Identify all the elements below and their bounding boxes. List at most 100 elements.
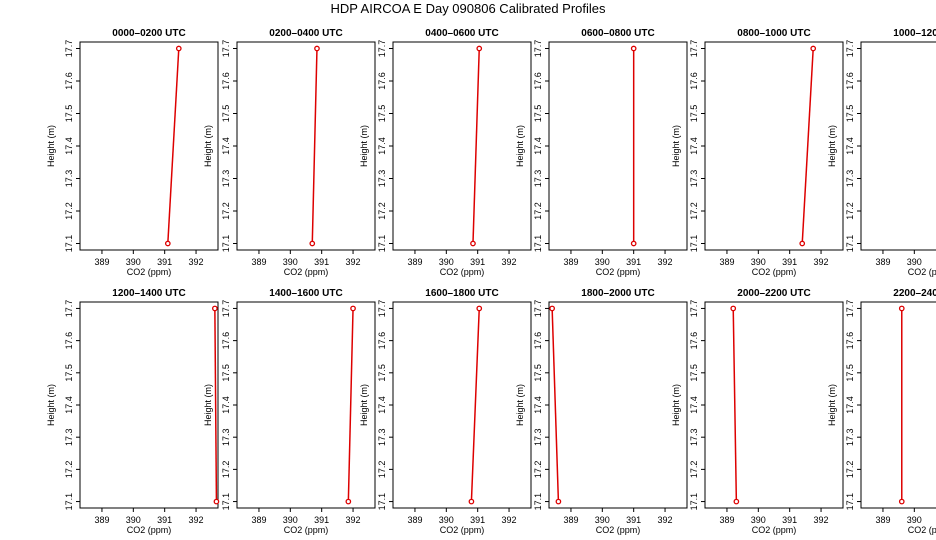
- y-axis-label: Height (m): [671, 125, 681, 167]
- y-tick-label: 17.6: [64, 72, 74, 90]
- y-axis-label: Height (m): [671, 384, 681, 426]
- profile-panel: 1200–1400 UTC 389 390 391 392 17.1 17.2 17.3 17.…: [46, 288, 220, 535]
- profile-line: [311, 48, 318, 244]
- y-tick-label: 17.4: [377, 396, 387, 414]
- y-tick-label: 17.5: [533, 364, 543, 382]
- y-tick-label: 17.5: [377, 364, 387, 382]
- data-point: [799, 240, 806, 247]
- y-tick-label: 17.4: [64, 137, 74, 155]
- y-tick-label: 17.7: [689, 300, 699, 318]
- x-tick-label: 391: [314, 515, 329, 525]
- y-tick-label: 17.6: [845, 332, 855, 350]
- y-tick-label: 17.1: [221, 493, 231, 511]
- x-tick-label: 391: [782, 515, 797, 525]
- data-point: [309, 240, 316, 247]
- x-axis-label: CO2 (ppm): [596, 267, 641, 277]
- profile-panel: 1400–1600 UTC 389 390 391 392 17.1 17.2 17.3 17.…: [203, 288, 376, 535]
- y-tick-label: 17.6: [221, 72, 231, 90]
- y-tick-label: 17.7: [221, 40, 231, 58]
- profile-panel: 1600–1800 UTC 389 390 391 392 17.1 17.2 17.3 17.…: [359, 288, 532, 535]
- data-point: [898, 498, 905, 505]
- data-point: [549, 305, 555, 312]
- y-tick-label: 17.7: [533, 300, 543, 318]
- profile-panel: 0800–1000 UTC 389 390 391 392 17.1 17.2 17.3 17.…: [671, 28, 844, 277]
- x-axis-label: CO2 (ppm): [908, 267, 936, 277]
- data-point: [810, 45, 817, 52]
- profile-panel: 1800–2000 UTC 389 390 391 392 17.1 17.2 17.3 17.…: [515, 288, 688, 535]
- profile-panel: 0000–0200 UTC 389 390 391 392 17.1 17.2 17.3 17.…: [46, 28, 219, 277]
- x-axis-label: CO2 (ppm): [752, 525, 797, 535]
- y-axis-label: Height (m): [827, 384, 837, 426]
- x-tick-label: 389: [719, 257, 734, 267]
- y-axis-label: Height (m): [515, 125, 525, 167]
- plot-frame: [548, 301, 688, 509]
- x-tick-label: 390: [907, 515, 922, 525]
- y-tick-label: 17.6: [221, 332, 231, 350]
- plot-frame: [704, 301, 844, 509]
- y-tick-label: 17.2: [689, 461, 699, 479]
- y-tick-label: 17.3: [689, 428, 699, 446]
- y-tick-label: 17.4: [221, 396, 231, 414]
- data-point: [630, 240, 637, 247]
- x-tick-label: 391: [157, 515, 172, 525]
- x-tick-label: 389: [251, 515, 266, 525]
- x-tick-label: 391: [470, 515, 485, 525]
- x-tick-label: 392: [189, 257, 204, 267]
- y-tick-label: 17.6: [377, 72, 387, 90]
- x-tick-label: 389: [94, 257, 109, 267]
- x-tick-label: 392: [189, 515, 204, 525]
- y-tick-label: 17.2: [64, 461, 74, 479]
- y-tick-label: 17.6: [845, 72, 855, 90]
- y-tick-label: 17.5: [221, 364, 231, 382]
- y-tick-label: 17.3: [64, 170, 74, 188]
- x-tick-label: 391: [157, 257, 172, 267]
- y-tick-label: 17.3: [377, 428, 387, 446]
- plot-frame: [860, 41, 936, 251]
- plot-frame: [236, 301, 376, 509]
- profile-line: [472, 48, 480, 244]
- y-tick-label: 17.1: [377, 235, 387, 253]
- data-point: [212, 305, 218, 312]
- y-axis-label: Height (m): [46, 125, 56, 167]
- x-tick-label: 390: [126, 257, 141, 267]
- panel-title: 0200–0400 UTC: [269, 28, 342, 39]
- panel-title: 1400–1600 UTC: [269, 288, 342, 299]
- profile-line: [214, 308, 218, 502]
- profile-panel: 1000–1200 UTC38939039139217.117.217.317.…: [827, 28, 936, 277]
- y-tick-label: 17.2: [845, 461, 855, 479]
- profile-line: [732, 308, 738, 502]
- data-point: [213, 498, 220, 505]
- x-tick-label: 392: [658, 515, 673, 525]
- x-axis-label: CO2 (ppm): [127, 267, 172, 277]
- y-tick-label: 17.5: [221, 105, 231, 123]
- x-axis-label: CO2 (ppm): [284, 525, 329, 535]
- x-tick-label: 392: [346, 257, 361, 267]
- x-tick-label: 390: [751, 515, 766, 525]
- panel-title: 1000–1200 UTC: [893, 28, 936, 39]
- y-tick-label: 17.4: [689, 137, 699, 155]
- x-axis-label: CO2 (ppm): [127, 525, 172, 535]
- y-tick-label: 17.5: [64, 105, 74, 123]
- y-tick-label: 17.4: [221, 137, 231, 155]
- y-tick-label: 17.2: [533, 461, 543, 479]
- plot-frame: [704, 41, 844, 251]
- y-tick-label: 17.7: [64, 40, 74, 58]
- x-axis-label: CO2 (ppm): [908, 525, 936, 535]
- panel-title: 2200–2400 UTC: [893, 288, 936, 299]
- y-axis-label: Height (m): [827, 125, 837, 167]
- x-tick-label: 390: [283, 257, 298, 267]
- y-tick-label: 17.1: [533, 235, 543, 253]
- y-tick-label: 17.7: [845, 40, 855, 58]
- data-point: [898, 305, 905, 312]
- y-tick-label: 17.5: [689, 105, 699, 123]
- y-tick-label: 17.3: [221, 428, 231, 446]
- y-tick-label: 17.3: [533, 428, 543, 446]
- y-tick-label: 17.1: [689, 493, 699, 511]
- y-tick-label: 17.1: [221, 235, 231, 253]
- profile-panel: 0200–0400 UTC 389 390 391 392 17.1 17.2 17.3 17.…: [203, 28, 376, 277]
- y-axis-label: Height (m): [46, 384, 56, 426]
- y-tick-label: 17.1: [845, 493, 855, 511]
- x-tick-label: 392: [814, 257, 829, 267]
- y-tick-label: 17.7: [377, 40, 387, 58]
